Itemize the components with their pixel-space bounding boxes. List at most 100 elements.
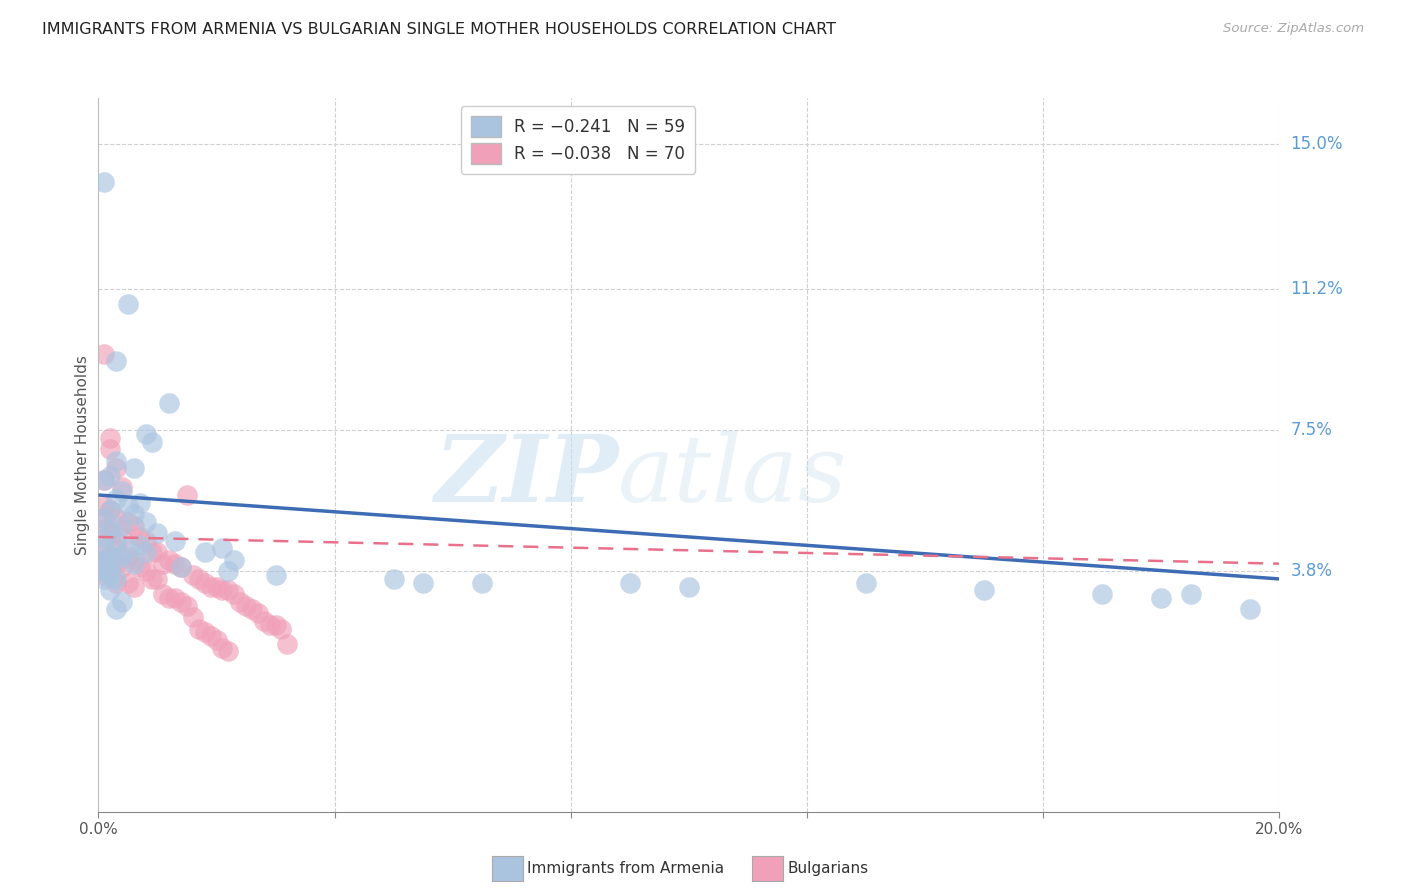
Text: 7.5%: 7.5%: [1291, 421, 1333, 439]
Point: [98, 583, 121, 598]
Point: [122, 557, 145, 571]
Point: [105, 602, 128, 616]
Point: [412, 575, 434, 590]
Point: [200, 629, 222, 643]
Point: [253, 614, 276, 628]
Text: 15.0%: 15.0%: [1291, 135, 1343, 153]
Point: [217, 644, 239, 658]
Point: [122, 507, 145, 521]
Point: [270, 622, 292, 636]
Point: [93, 175, 115, 189]
Point: [259, 617, 281, 632]
Point: [122, 553, 145, 567]
Point: [264, 568, 287, 582]
Point: [122, 461, 145, 475]
Point: [93, 564, 115, 578]
Point: [187, 622, 209, 636]
Point: [211, 640, 233, 655]
Point: [93, 500, 115, 514]
Point: [117, 549, 139, 563]
Point: [135, 564, 157, 578]
Point: [170, 560, 193, 574]
Point: [235, 599, 257, 613]
Point: [98, 549, 121, 563]
Point: [194, 545, 217, 559]
Point: [382, 572, 405, 586]
Point: [1091, 587, 1114, 601]
Point: [170, 595, 193, 609]
Point: [217, 583, 239, 598]
Point: [111, 595, 134, 609]
Point: [217, 564, 239, 578]
Point: [194, 625, 217, 640]
Point: [264, 617, 287, 632]
Point: [141, 434, 163, 449]
Point: [117, 515, 139, 529]
Point: [135, 545, 157, 559]
Point: [135, 533, 157, 548]
Point: [93, 511, 115, 525]
Point: [117, 297, 139, 311]
Point: [246, 607, 269, 621]
Point: [111, 560, 134, 574]
Point: [117, 541, 139, 556]
Y-axis label: Single Mother Households: Single Mother Households: [75, 355, 90, 555]
Point: [98, 522, 121, 536]
Point: [211, 583, 233, 598]
Point: [181, 610, 204, 624]
Point: [93, 568, 115, 582]
Point: [170, 560, 193, 574]
Point: [1150, 591, 1173, 605]
Text: Source: ZipAtlas.com: Source: ZipAtlas.com: [1223, 22, 1364, 36]
Point: [93, 511, 115, 525]
Point: [105, 572, 128, 586]
Point: [678, 580, 700, 594]
Point: [165, 557, 187, 571]
Point: [146, 545, 169, 559]
Point: [187, 572, 209, 586]
Point: [855, 575, 877, 590]
Point: [93, 473, 115, 487]
Point: [135, 515, 157, 529]
Point: [93, 557, 115, 571]
Point: [93, 553, 115, 567]
Point: [98, 503, 121, 517]
Point: [141, 572, 163, 586]
Point: [111, 484, 134, 499]
Point: [1239, 602, 1261, 616]
Point: [128, 530, 150, 544]
Point: [93, 541, 115, 556]
Point: [98, 503, 121, 517]
Point: [105, 541, 128, 556]
Point: [471, 575, 494, 590]
Point: [93, 553, 115, 567]
Point: [229, 595, 252, 609]
Point: [98, 431, 121, 445]
Point: [205, 632, 228, 647]
Point: [1180, 587, 1202, 601]
Point: [211, 541, 233, 556]
Point: [128, 560, 150, 574]
Point: [105, 557, 128, 571]
Text: 11.2%: 11.2%: [1291, 280, 1343, 298]
Point: [93, 522, 115, 536]
Point: [105, 553, 128, 567]
Point: [122, 580, 145, 594]
Point: [194, 575, 217, 590]
Point: [98, 564, 121, 578]
Point: [117, 500, 139, 514]
Point: [200, 580, 222, 594]
Point: [224, 553, 246, 567]
Point: [111, 518, 134, 533]
Point: [93, 530, 115, 544]
Point: [157, 396, 180, 410]
Point: [973, 583, 995, 598]
Point: [93, 347, 115, 361]
Point: [146, 526, 169, 541]
Point: [128, 538, 150, 552]
Text: ZIP: ZIP: [434, 432, 619, 521]
Point: [105, 511, 128, 525]
Text: Bulgarians: Bulgarians: [787, 862, 869, 876]
Point: [181, 568, 204, 582]
Point: [105, 461, 128, 475]
